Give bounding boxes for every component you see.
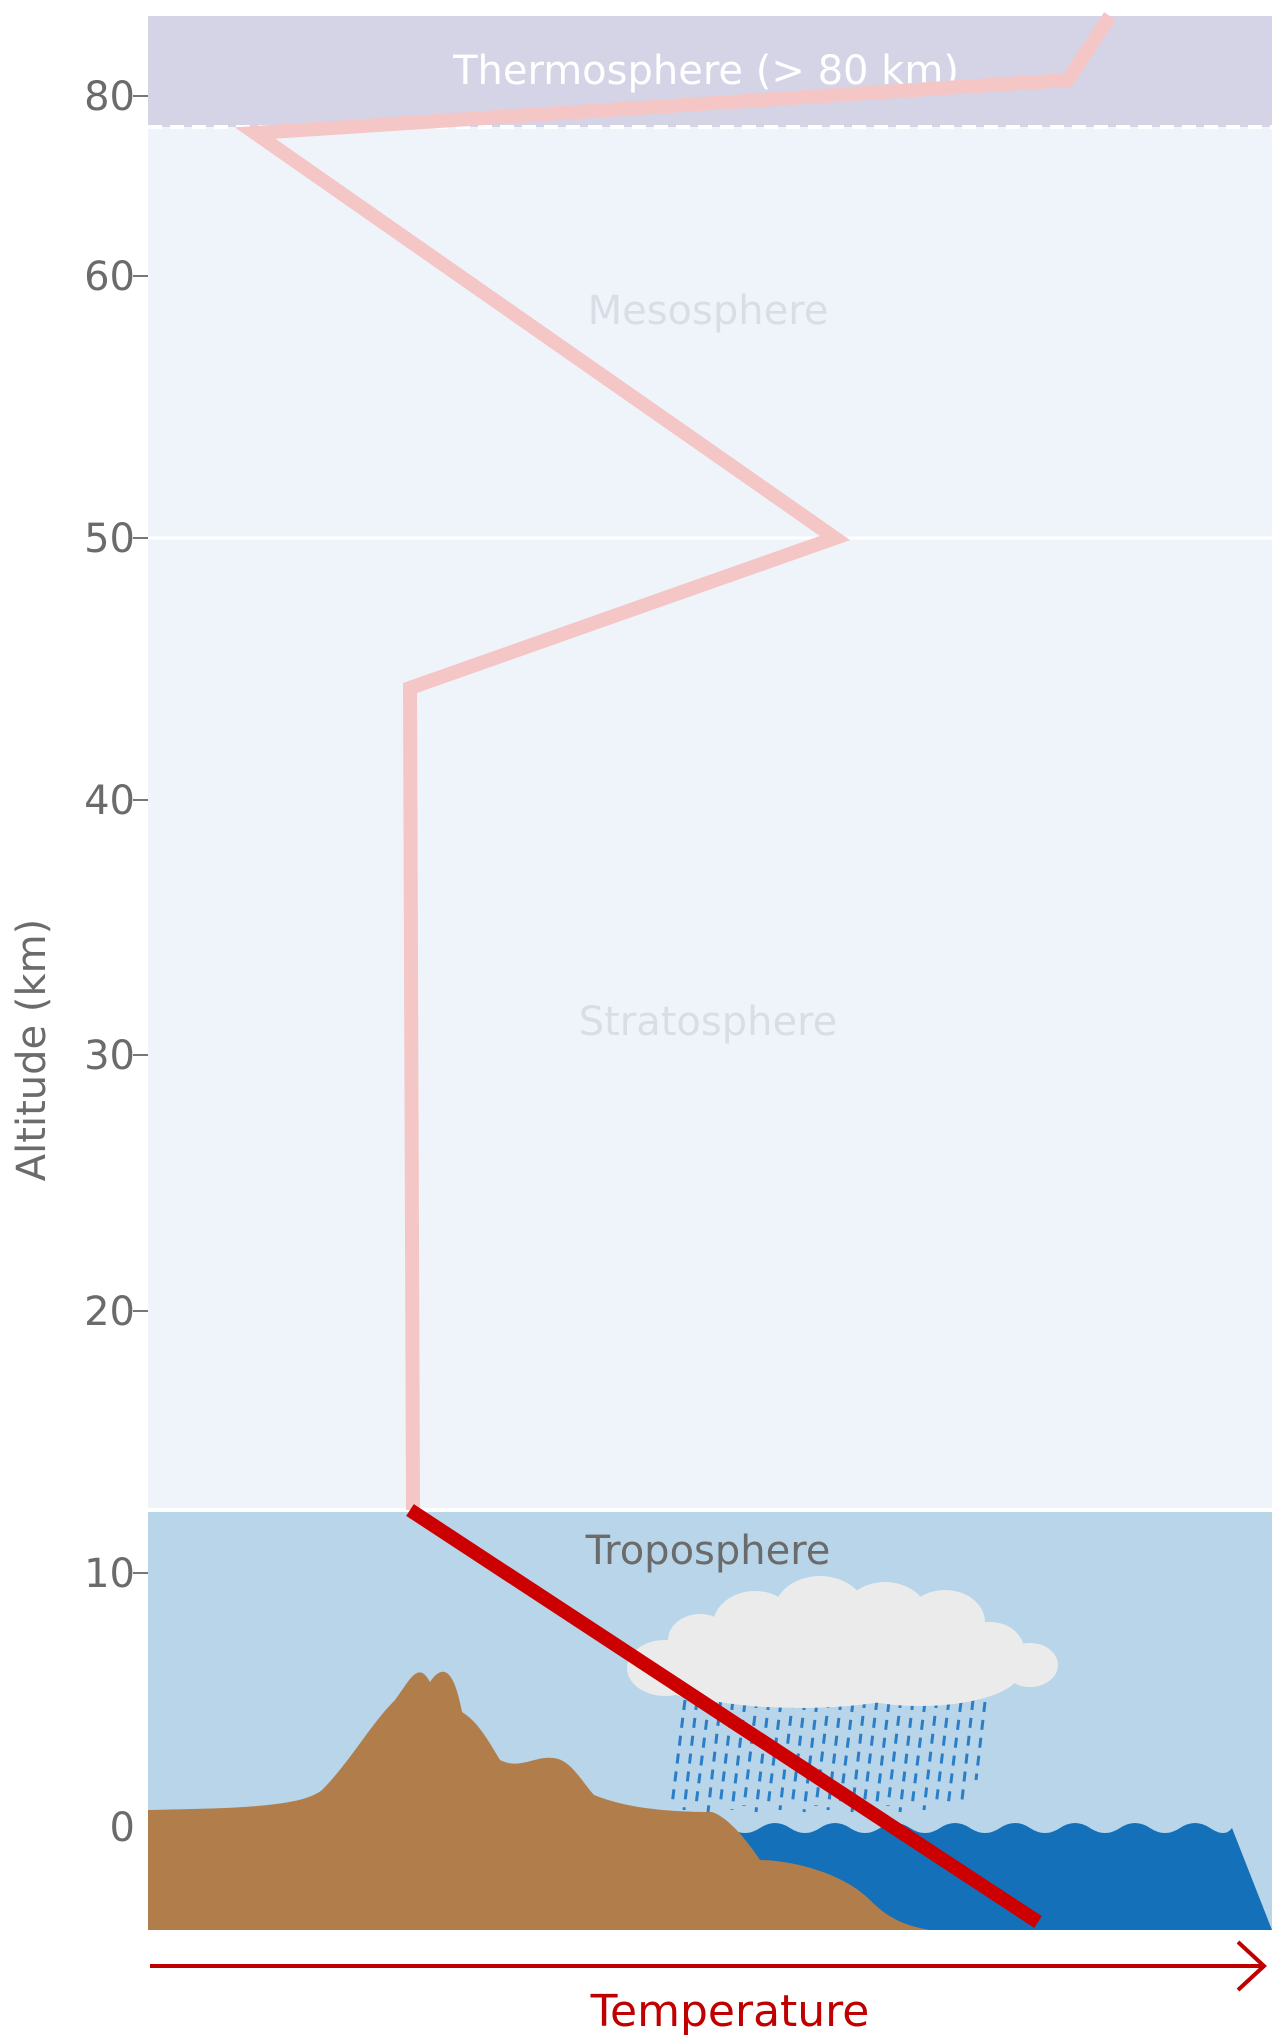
y-tick-label-30: 30 <box>84 1033 135 1079</box>
stratosphere-label: Stratosphere <box>579 999 838 1045</box>
y-axis: 80 60 50 40 30 20 10 0 Altitude (km) <box>9 74 148 1851</box>
y-tick-label-80: 80 <box>84 74 135 120</box>
y-tick-label-20: 20 <box>84 1289 135 1335</box>
temperature-axis-label: Temperature <box>590 1986 870 2037</box>
y-tick-label-10: 10 <box>84 1551 135 1597</box>
mesosphere-stratosphere-band <box>148 127 1272 1510</box>
y-tick-label-60: 60 <box>84 254 135 300</box>
y-tick-label-40: 40 <box>84 778 135 824</box>
y-tick-label-0: 0 <box>110 1805 135 1851</box>
temperature-axis-arrow: Temperature <box>150 1942 1264 2037</box>
troposphere-label: Troposphere <box>585 1528 831 1574</box>
mesosphere-label: Mesosphere <box>588 288 829 334</box>
y-axis-title: Altitude (km) <box>9 919 55 1181</box>
y-tick-label-50: 50 <box>84 516 135 562</box>
